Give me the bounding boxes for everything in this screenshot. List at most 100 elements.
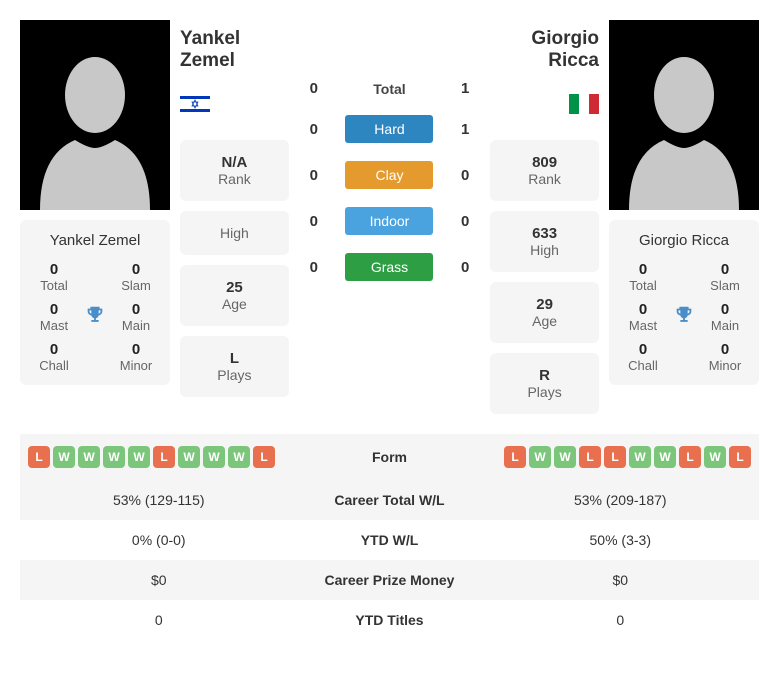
h2h-surface-pill: Indoor bbox=[345, 207, 433, 235]
h2h-surface-pill: Clay bbox=[345, 161, 433, 189]
right-plays-val: R bbox=[498, 367, 591, 384]
left-high-label: High bbox=[188, 225, 281, 241]
form-badge: W bbox=[629, 446, 651, 468]
h2h-row: 0 Grass 0 bbox=[299, 253, 480, 281]
form-label: Form bbox=[290, 449, 490, 465]
right-rank-block: 809Rank bbox=[490, 140, 599, 201]
left-age-block: 25Age bbox=[180, 265, 289, 326]
comparison-row: 0YTD Titles0 bbox=[20, 600, 759, 640]
form-badge: W bbox=[704, 446, 726, 468]
right-minor-val: 0 bbox=[699, 341, 751, 358]
right-age-block: 29Age bbox=[490, 282, 599, 343]
left-slam-val: 0 bbox=[110, 261, 162, 278]
h2h-left-val: 0 bbox=[299, 121, 329, 138]
form-badge: W bbox=[178, 446, 200, 468]
left-slam-label: Slam bbox=[110, 278, 162, 293]
h2h-right-val: 1 bbox=[450, 121, 480, 138]
h2h-section: 0Total10Hard10Clay00Indoor00Grass0 bbox=[299, 80, 480, 281]
player-left-photo bbox=[20, 20, 170, 210]
left-age-label: Age bbox=[188, 296, 281, 312]
player-right-name: Giorgio Ricca bbox=[490, 28, 599, 72]
trophy-icon bbox=[84, 304, 106, 331]
player-left-name: Yankel Zemel bbox=[180, 28, 289, 72]
form-badge: L bbox=[504, 446, 526, 468]
form-badge: W bbox=[654, 446, 676, 468]
form-badge: L bbox=[729, 446, 751, 468]
h2h-surface-pill: Hard bbox=[345, 115, 433, 143]
form-badge: L bbox=[253, 446, 275, 468]
left-chall-label: Chall bbox=[28, 358, 80, 373]
right-slam-val: 0 bbox=[699, 261, 751, 278]
right-high-val: 633 bbox=[498, 225, 591, 242]
h2h-left-val: 0 bbox=[299, 213, 329, 230]
left-rank-val: N/A bbox=[188, 154, 281, 171]
form-badge: W bbox=[228, 446, 250, 468]
h2h-row: 0 Clay 0 bbox=[299, 161, 480, 189]
comp-left-val: 0 bbox=[28, 612, 290, 628]
comp-label: Career Prize Money bbox=[290, 572, 490, 588]
player-left-card: Yankel Zemel 0Total 0Slam 0Mast 0Main 0C… bbox=[20, 220, 170, 385]
left-high-block: High bbox=[180, 211, 289, 255]
left-plays-val: L bbox=[188, 350, 281, 367]
player-right-card: Giorgio Ricca 0Total 0Slam 0Mast 0Main 0… bbox=[609, 220, 759, 385]
comparison-row: 53% (129-115)Career Total W/L53% (209-18… bbox=[20, 480, 759, 520]
left-mast-label: Mast bbox=[28, 318, 80, 333]
left-chall-val: 0 bbox=[28, 341, 80, 358]
right-rank-label: Rank bbox=[498, 171, 591, 187]
comp-right-val: 0 bbox=[490, 612, 752, 628]
left-rank-label: Rank bbox=[188, 171, 281, 187]
form-right: LWWLLWWLWL bbox=[490, 446, 752, 468]
h2h-right-val: 1 bbox=[450, 80, 480, 97]
comp-label: YTD Titles bbox=[290, 612, 490, 628]
form-badge: L bbox=[28, 446, 50, 468]
form-badge: W bbox=[554, 446, 576, 468]
h2h-right-val: 0 bbox=[450, 259, 480, 276]
right-total-val: 0 bbox=[617, 261, 669, 278]
left-total-label: Total bbox=[28, 278, 80, 293]
player-right-name-small: Giorgio Ricca bbox=[617, 232, 751, 249]
comparison-row: 0% (0-0)YTD W/L50% (3-3) bbox=[20, 520, 759, 560]
h2h-left-val: 0 bbox=[299, 259, 329, 276]
comp-right-val: $0 bbox=[490, 572, 752, 588]
right-mast-val: 0 bbox=[617, 301, 669, 318]
comp-right-val: 53% (209-187) bbox=[490, 492, 752, 508]
comp-left-val: 53% (129-115) bbox=[28, 492, 290, 508]
form-badge: L bbox=[153, 446, 175, 468]
comparison-table: LWWWWLWWWL Form LWWLLWWLWL 53% (129-115)… bbox=[20, 434, 759, 640]
right-chall-val: 0 bbox=[617, 341, 669, 358]
comp-label: YTD W/L bbox=[290, 532, 490, 548]
right-plays-block: RPlays bbox=[490, 353, 599, 414]
form-badge: W bbox=[53, 446, 75, 468]
form-left: LWWWWLWWWL bbox=[28, 446, 290, 468]
flag-left-icon bbox=[180, 94, 210, 114]
left-total-val: 0 bbox=[28, 261, 80, 278]
right-high-label: High bbox=[498, 242, 591, 258]
comp-label: Career Total W/L bbox=[290, 492, 490, 508]
right-plays-label: Plays bbox=[498, 384, 591, 400]
form-badge: W bbox=[203, 446, 225, 468]
h2h-left-val: 0 bbox=[299, 80, 329, 97]
h2h-row: 0 Indoor 0 bbox=[299, 207, 480, 235]
h2h-surface-pill: Grass bbox=[345, 253, 433, 281]
right-main-val: 0 bbox=[699, 301, 751, 318]
right-slam-label: Slam bbox=[699, 278, 751, 293]
right-main-label: Main bbox=[699, 318, 751, 333]
left-rank-block: N/ARank bbox=[180, 140, 289, 201]
left-age-val: 25 bbox=[188, 279, 281, 296]
right-minor-label: Minor bbox=[699, 358, 751, 373]
form-badge: L bbox=[679, 446, 701, 468]
right-high-block: 633High bbox=[490, 211, 599, 272]
form-badge: W bbox=[78, 446, 100, 468]
trophy-icon bbox=[673, 304, 695, 331]
right-age-val: 29 bbox=[498, 296, 591, 313]
comp-left-val: 0% (0-0) bbox=[28, 532, 290, 548]
comparison-row: $0Career Prize Money$0 bbox=[20, 560, 759, 600]
form-badge: L bbox=[579, 446, 601, 468]
h2h-left-val: 0 bbox=[299, 167, 329, 184]
player-right-photo bbox=[609, 20, 759, 210]
left-main-label: Main bbox=[110, 318, 162, 333]
player-left-name-small: Yankel Zemel bbox=[28, 232, 162, 249]
h2h-right-val: 0 bbox=[450, 213, 480, 230]
left-main-val: 0 bbox=[110, 301, 162, 318]
h2h-right-val: 0 bbox=[450, 167, 480, 184]
